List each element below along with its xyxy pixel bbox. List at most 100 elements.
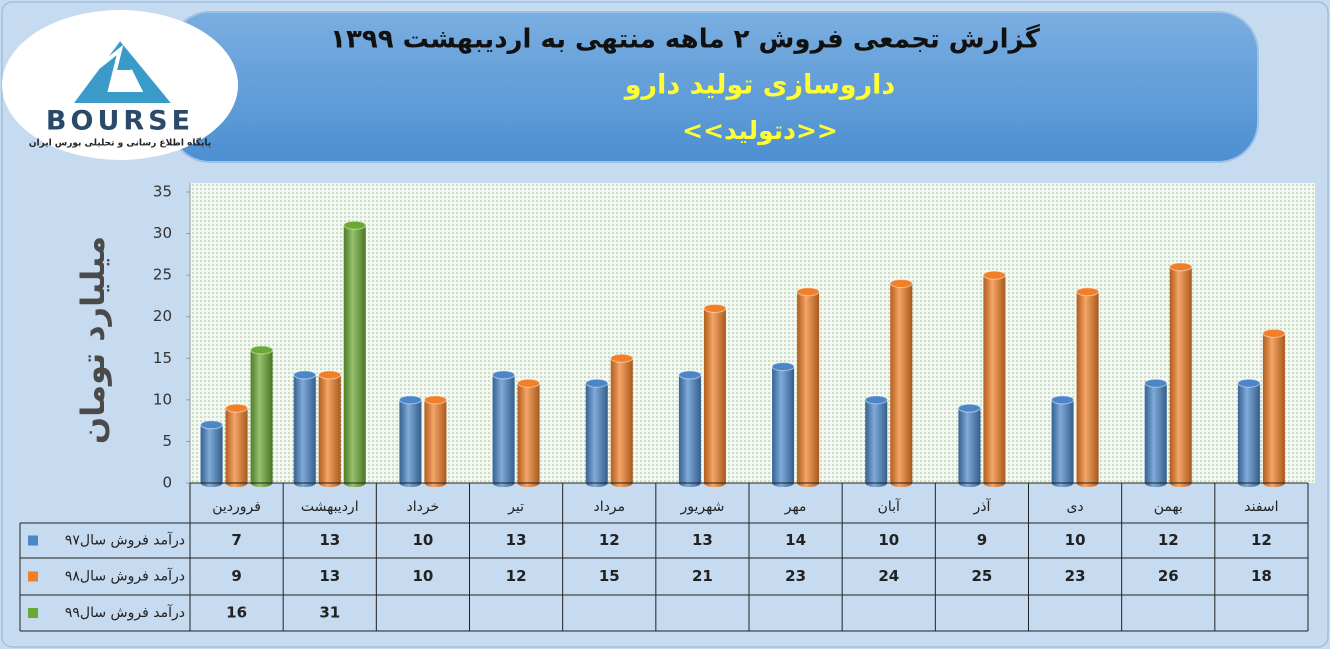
bar-shade (1169, 262, 1192, 487)
x-tick-label: اسفند (1244, 499, 1278, 515)
table-value: 12 (506, 567, 527, 585)
bar-top (957, 403, 981, 413)
x-tick-label: دی (1066, 499, 1083, 515)
bar-shade (1076, 287, 1099, 487)
bar-top (585, 378, 609, 388)
bar-shade (424, 395, 447, 487)
bar-top (423, 395, 447, 405)
table-value: 13 (506, 531, 527, 549)
x-tick-label: آبان (878, 498, 901, 515)
table-value: 7 (231, 531, 241, 549)
bar-shade (1262, 329, 1285, 487)
table-value: 10 (412, 567, 433, 585)
bar-shade (890, 279, 913, 487)
table-value: 31 (319, 604, 340, 622)
y-tick-label: 20 (153, 307, 172, 325)
bar-shade (585, 379, 608, 487)
y-tick-label: 15 (153, 349, 172, 367)
bar-top (1169, 262, 1193, 272)
bar-top (1144, 378, 1168, 388)
plot-area (190, 183, 1315, 483)
x-tick-label: بهمن (1154, 499, 1183, 515)
y-tick-label: 30 (153, 224, 172, 242)
bar-top (398, 395, 422, 405)
table-value: 23 (785, 567, 806, 585)
table-value: 12 (1251, 531, 1272, 549)
bar-top (1051, 395, 1075, 405)
bar-shade (250, 345, 273, 487)
table-value: 18 (1251, 567, 1272, 585)
chart-subtitle: داروسازی تولید دارو (623, 70, 895, 101)
table-value: 10 (878, 531, 899, 549)
logo-tagline: پایگاه اطلاع رسانی و تحلیلی بورس ایران (29, 137, 211, 149)
logo-icon (66, 34, 180, 107)
bar-top (889, 278, 913, 288)
y-tick-label: 35 (153, 183, 172, 201)
bar-top (250, 345, 274, 355)
bar-shade (1051, 395, 1074, 487)
bar-top (864, 395, 888, 405)
x-tick-label: فروردین (212, 499, 261, 515)
bar-top (1237, 378, 1261, 388)
table-value: 12 (1158, 531, 1179, 549)
bar-top (796, 287, 820, 297)
bar-top (703, 303, 727, 313)
x-tick-label: اردیبهشت (301, 499, 359, 515)
y-tick-label: 25 (153, 266, 172, 284)
legend-label: درآمد فروش سال۹۷ (65, 532, 185, 549)
table-value: 16 (226, 604, 247, 622)
table-value: 13 (319, 567, 340, 585)
bar-shade (517, 379, 540, 487)
bar-top (492, 370, 516, 380)
bar-shade (678, 370, 701, 487)
bar-shade (865, 395, 888, 487)
bar-top (982, 270, 1006, 280)
ticker: <<دتولید>> (682, 116, 838, 146)
legend-swatch (28, 571, 38, 582)
legend-swatch (28, 608, 38, 618)
bar-shade (200, 420, 223, 487)
bar-shade (225, 404, 248, 487)
table-value: 9 (231, 567, 241, 585)
bar-shade (318, 370, 341, 487)
legend-label: درآمد فروش سال۹۸ (65, 568, 185, 585)
bar-shade (703, 304, 726, 487)
x-tick-label: مرداد (593, 499, 625, 515)
bar-top (200, 420, 224, 430)
y-tick-label: 5 (162, 432, 172, 450)
bar-shade (958, 404, 981, 487)
bar-shade (772, 362, 795, 487)
table-value: 24 (878, 567, 899, 585)
table-value: 25 (971, 567, 992, 585)
bar-top (343, 220, 367, 230)
x-tick-label: شهریور (680, 499, 725, 515)
bar-shade (797, 287, 820, 487)
x-tick-label: آذر (972, 498, 991, 515)
bar-shade (399, 395, 422, 487)
table-value: 26 (1158, 567, 1179, 585)
bar-top (517, 378, 541, 388)
bar-top (293, 370, 317, 380)
bar-shade (492, 370, 515, 487)
table-value: 15 (599, 567, 620, 585)
y-tick-label: 0 (162, 474, 172, 492)
bar-shade (1237, 379, 1260, 487)
table-value: 13 (319, 531, 340, 549)
table-value: 10 (412, 531, 433, 549)
logo-name: BOURSE (46, 106, 194, 137)
bar-shade (983, 271, 1006, 487)
bar-shade (293, 370, 316, 487)
table-value: 23 (1065, 567, 1086, 585)
bar-top (318, 370, 342, 380)
bar-top (610, 353, 634, 363)
x-tick-label: تیر (507, 499, 524, 515)
bar-shade (610, 354, 633, 487)
table-value: 13 (692, 531, 713, 549)
bar-top (771, 362, 795, 372)
bar-top (1076, 287, 1100, 297)
table-value: 10 (1065, 531, 1086, 549)
bar-shade (343, 221, 366, 487)
x-tick-label: مهر (784, 499, 807, 515)
table-value: 9 (977, 531, 987, 549)
